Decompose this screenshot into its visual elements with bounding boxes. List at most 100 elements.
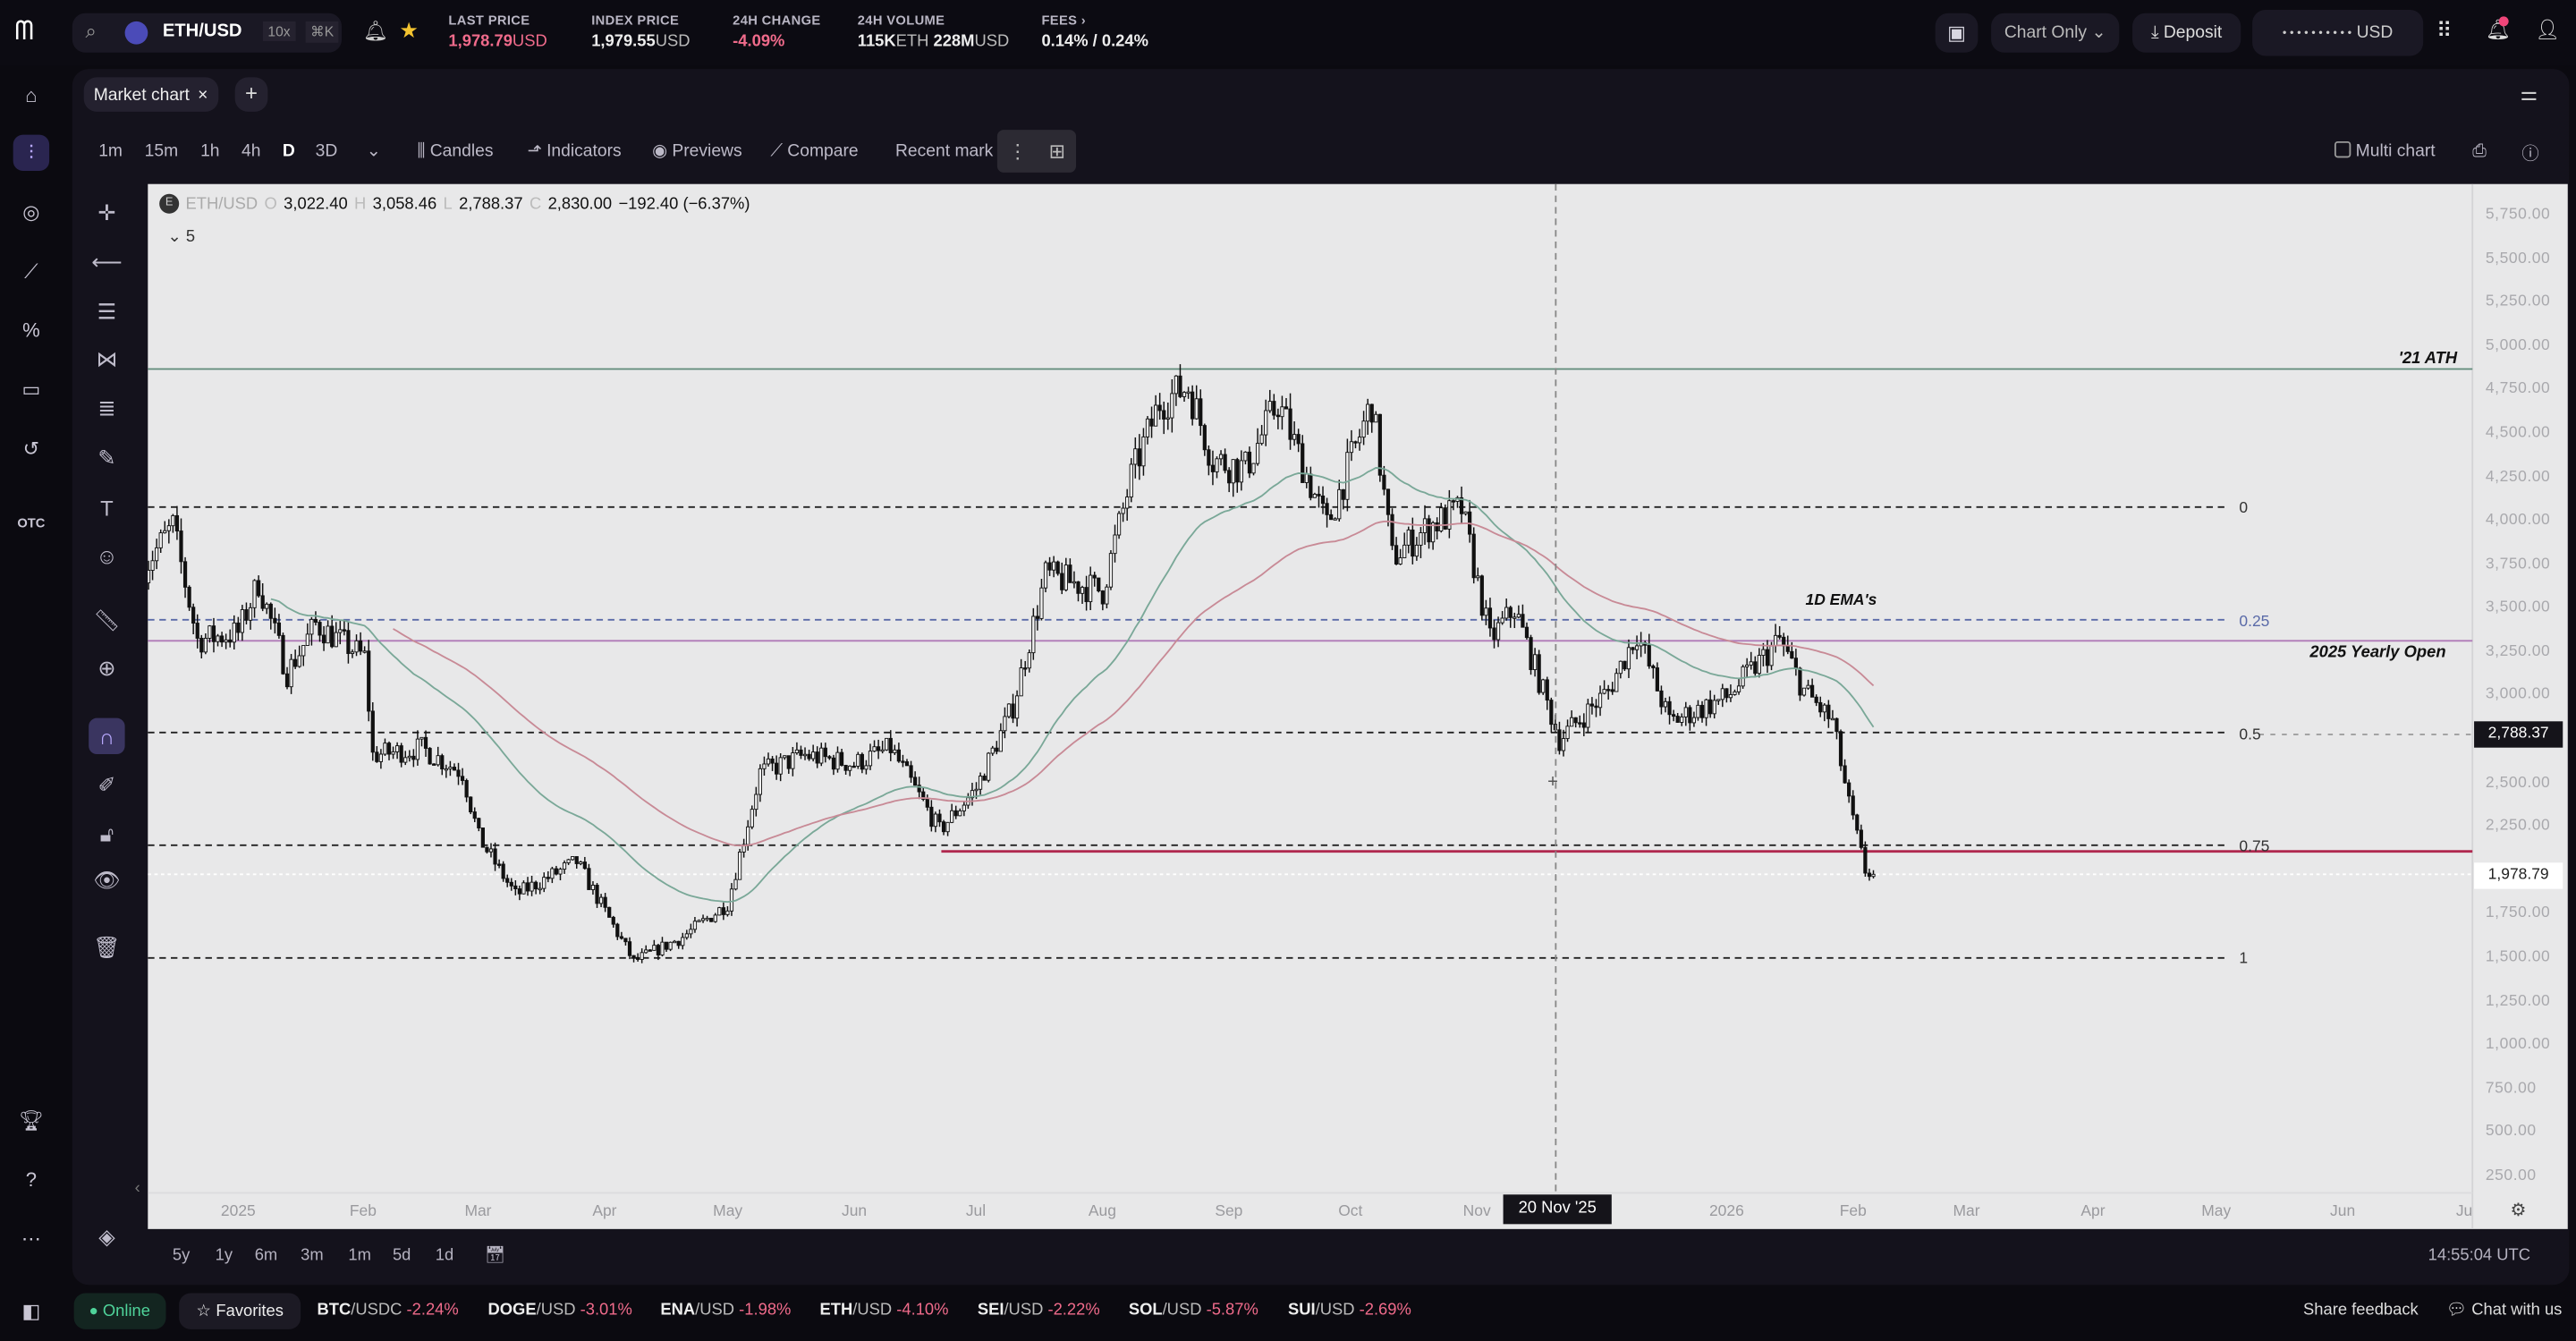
fib-icon[interactable]: ≣: [97, 395, 116, 421]
settings-sliders-icon[interactable]: ⚌: [2520, 81, 2538, 106]
chart-only-dropdown[interactable]: Chart Only ⌄: [1991, 13, 2120, 53]
trend-line-icon[interactable]: ⟵: [91, 250, 123, 275]
balance-display[interactable]: • • • • • • • • • • USD: [2252, 10, 2424, 56]
range-1y[interactable]: 1y: [215, 1247, 233, 1266]
share-feedback-link[interactable]: Share feedback: [2303, 1301, 2419, 1320]
interval-3d[interactable]: 3D: [315, 140, 338, 161]
apps-grid-icon[interactable]: ⠿: [2436, 18, 2453, 43]
brush-icon[interactable]: ✎: [97, 445, 116, 471]
percent-icon[interactable]: %: [22, 318, 40, 343]
stat-fees[interactable]: FEES › 0.14% / 0.24%: [1041, 13, 1148, 51]
candle: [778, 753, 783, 782]
previews-button[interactable]: ◉ Previews: [652, 140, 742, 161]
range-5d[interactable]: 5d: [392, 1247, 411, 1266]
kraken-logo-icon[interactable]: ᗰ: [14, 18, 34, 47]
wallet-icon[interactable]: ▭: [21, 378, 41, 402]
recent-marks-button[interactable]: Recent mark: [895, 140, 994, 161]
candle: [1610, 682, 1614, 695]
add-widget-button[interactable]: ⋮ ⊞: [996, 130, 1077, 173]
chat-button[interactable]: 💬︎ Chat with us: [2445, 1301, 2563, 1320]
interval-d[interactable]: D: [282, 140, 295, 161]
crosshair-icon[interactable]: ✛: [97, 200, 116, 225]
checkbox[interactable]: [2334, 140, 2351, 158]
candle: [590, 881, 596, 895]
interval-more-chevron-icon[interactable]: ⌄: [366, 140, 381, 161]
hide-icon[interactable]: 👁︎: [93, 867, 121, 893]
close-icon[interactable]: ×: [198, 84, 208, 105]
favorites-button[interactable]: ☆ Favorites: [179, 1293, 301, 1329]
range-5y[interactable]: 5y: [172, 1247, 191, 1266]
range-3m[interactable]: 3m: [301, 1247, 324, 1266]
ticker-item[interactable]: SEI/USD -2.22%: [978, 1302, 1100, 1320]
history-icon[interactable]: ↺: [22, 437, 40, 461]
chart-icon[interactable]: ⟋: [24, 259, 38, 282]
price-chart[interactable]: +: [148, 183, 2568, 1229]
candle: [741, 838, 746, 858]
pair-selector[interactable]: ⌕ ETH/USD 10x ⌘K: [72, 13, 343, 53]
trophy-icon[interactable]: 🏆︎: [18, 1108, 44, 1133]
interval-1m[interactable]: 1m: [98, 140, 123, 161]
ticker-item[interactable]: ETH/USD -4.10%: [820, 1302, 949, 1320]
indicators-button[interactable]: ⬏ Indicators: [527, 140, 622, 161]
ticker-base: BTC: [317, 1301, 352, 1320]
otc-link[interactable]: OTC: [17, 514, 46, 530]
magnet-icon[interactable]: ∩: [89, 717, 125, 755]
emoji-icon[interactable]: ☺: [96, 543, 118, 568]
lock-icon[interactable]: 🔓︎: [99, 821, 114, 846]
star-icon[interactable]: ★: [399, 18, 419, 43]
layout-add-icon[interactable]: ▣: [1935, 13, 1979, 53]
notifications-icon[interactable]: 🔔︎: [2485, 16, 2511, 41]
interval-4h[interactable]: 4h: [241, 140, 261, 161]
bell-icon[interactable]: 🔔︎: [362, 20, 388, 43]
zoom-in-icon[interactable]: ⊕: [97, 655, 116, 681]
layers-icon[interactable]: ◈: [98, 1224, 115, 1249]
horizontal-lines-icon[interactable]: ☰: [97, 299, 117, 324]
draw-lock-icon[interactable]: ✐: [97, 772, 116, 797]
deposit-button[interactable]: ⤓ Deposit: [2132, 13, 2241, 53]
pattern-icon[interactable]: ⋈: [96, 346, 118, 372]
earn-icon[interactable]: ◎: [22, 200, 40, 224]
trade-icon[interactable]: ⫶: [13, 134, 50, 172]
text-icon[interactable]: T: [100, 495, 114, 521]
candle: [929, 800, 934, 832]
camera-icon[interactable]: ⎙: [2472, 140, 2487, 161]
ticker-item[interactable]: SOL/USD -5.87%: [1129, 1302, 1258, 1320]
eth-icon: [124, 21, 148, 45]
range-1m[interactable]: 1m: [348, 1247, 371, 1266]
user-icon[interactable]: 👤︎: [2535, 18, 2561, 41]
interval-1h[interactable]: 1h: [200, 140, 220, 161]
candle: [1508, 606, 1513, 628]
candle: [1830, 709, 1835, 721]
ticker-item[interactable]: DOGE/USD -3.01%: [487, 1302, 631, 1320]
sidebar-toggle-icon[interactable]: ◧: [21, 1299, 41, 1323]
axis-settings-icon[interactable]: ⚙: [2510, 1201, 2527, 1221]
range-6m[interactable]: 6m: [254, 1247, 278, 1266]
stat-last-price: LAST PRICE 1,978.79USD: [448, 13, 547, 51]
compare-button[interactable]: ⟋ Compare: [770, 140, 859, 161]
candle: [1749, 651, 1753, 670]
ticker-item[interactable]: SUI/USD -2.69%: [1288, 1302, 1411, 1320]
ticker-item[interactable]: BTC/USDC -2.24%: [317, 1302, 458, 1320]
candle: [342, 620, 346, 636]
more-icon[interactable]: ⋯: [21, 1227, 41, 1251]
calendar-icon[interactable]: 📅︎: [484, 1247, 506, 1266]
tab-market-chart[interactable]: Market chart ×: [83, 77, 218, 112]
candle: [326, 620, 330, 644]
ruler-icon[interactable]: 📏︎: [93, 607, 121, 633]
indicators-toggle[interactable]: ⌄ 5: [167, 228, 196, 247]
home-icon[interactable]: ⌂: [25, 83, 38, 107]
chart-canvas[interactable]: +: [148, 183, 2567, 1229]
multi-chart-toggle[interactable]: Multi chart: [2334, 140, 2436, 161]
add-tab-button[interactable]: +: [234, 77, 268, 112]
trash-icon[interactable]: 🗑︎: [93, 935, 121, 960]
collapse-toolbar-icon[interactable]: ‹: [134, 1179, 140, 1198]
drag-handle-icon[interactable]: ⋮: [1007, 140, 1028, 163]
help-icon[interactable]: ?: [25, 1167, 38, 1192]
interval-15m[interactable]: 15m: [144, 140, 179, 161]
candles-button[interactable]: ⫼ Candles: [417, 140, 494, 161]
help-circle-icon[interactable]: ⓘ: [2521, 144, 2539, 165]
x-tick-label: May: [713, 1202, 743, 1221]
range-1d[interactable]: 1d: [435, 1247, 454, 1266]
candle: [1427, 514, 1431, 549]
ticker-item[interactable]: ENA/USD -1.98%: [660, 1302, 791, 1320]
